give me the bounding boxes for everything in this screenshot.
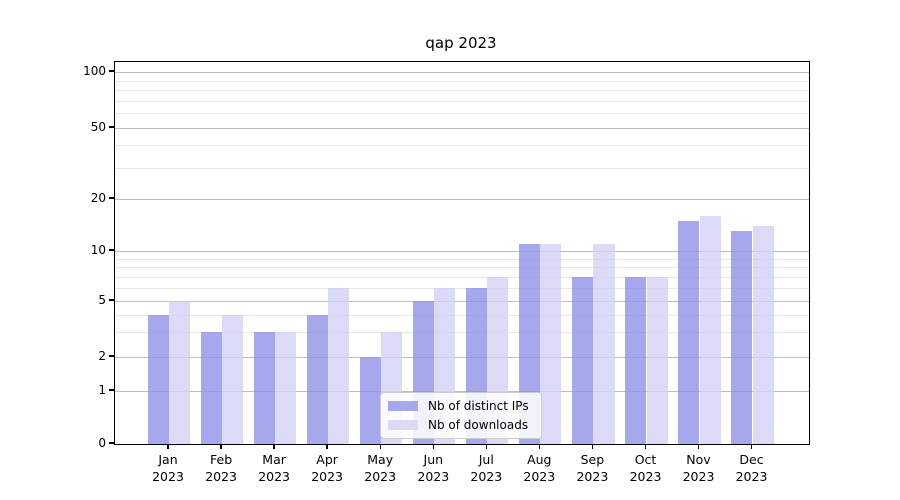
gridline-minor: [115, 332, 809, 334]
bar-distinct-ips-apr: [306, 314, 329, 444]
x-tick-label: Jul 2023: [470, 452, 503, 484]
gridline-minor: [115, 80, 809, 82]
legend-label-downloads: Nb of downloads: [428, 418, 529, 432]
gridline-major: [115, 391, 809, 392]
bar-downloads-nov: [699, 215, 721, 444]
x-tick-label: May 2023: [364, 452, 397, 484]
bar-downloads-feb: [222, 314, 244, 444]
y-tick-mark: [109, 299, 114, 301]
gridline-major: [115, 199, 809, 200]
x-tick-mark: [750, 444, 753, 450]
gridline-minor: [115, 287, 809, 289]
legend-swatch-distinct-ips: [388, 401, 418, 411]
gridline-major: [115, 128, 809, 129]
x-tick-mark: [379, 444, 381, 450]
bar-downloads-jan: [169, 301, 191, 444]
bar-downloads-sep: [593, 243, 615, 444]
y-tick-label: 1: [98, 383, 106, 397]
x-tick-mark: [273, 444, 275, 450]
x-tick-label: Mar 2023: [258, 452, 290, 484]
x-tick-label: Jan 2023: [152, 452, 184, 484]
plot-area: [114, 61, 810, 445]
gridline-major: [115, 301, 809, 302]
legend-label-distinct-ips: Nb of distinct IPs: [428, 399, 529, 413]
bar-distinct-ips-mar: [253, 332, 276, 444]
gridline-minor: [115, 100, 809, 102]
y-tick-label: 2: [98, 349, 106, 363]
gridline-minor: [115, 167, 809, 169]
x-tick-mark: [538, 444, 540, 450]
x-tick-mark: [644, 444, 647, 450]
legend-swatch-downloads: [388, 420, 418, 430]
bar-distinct-ips-may: [360, 357, 382, 444]
x-tick-label: Apr 2023: [311, 452, 343, 484]
gridline-minor: [115, 267, 809, 269]
bar-downloads-oct: [646, 276, 668, 444]
bar-downloads-mar: [275, 332, 297, 444]
bar-distinct-ips-jan: [147, 314, 169, 444]
y-tick-label: 50: [90, 120, 106, 134]
gridline-major: [115, 72, 809, 73]
bar-distinct-ips-oct: [625, 276, 647, 444]
bar-distinct-ips-nov: [678, 220, 700, 444]
y-tick-mark: [109, 70, 114, 72]
bar-downloads-dec: [752, 225, 774, 444]
x-tick-mark: [220, 444, 222, 450]
bar-downloads-apr: [328, 287, 350, 444]
y-tick-label: 5: [98, 293, 106, 307]
y-tick-mark: [109, 249, 114, 251]
x-tick-label: Feb 2023: [205, 452, 237, 484]
gridline-major: [115, 357, 809, 358]
x-tick-label: Aug 2023: [523, 452, 556, 484]
x-tick-mark: [326, 444, 328, 450]
gridline-minor: [115, 145, 809, 147]
gridline-major: [115, 251, 809, 252]
y-tick-mark: [109, 355, 114, 357]
gridline-minor: [115, 276, 809, 278]
x-tick-mark: [432, 444, 434, 450]
y-tick-mark: [109, 126, 114, 128]
x-tick-mark: [485, 444, 487, 450]
legend: Nb of distinct IPs Nb of downloads: [380, 392, 542, 439]
x-tick-label: Dec 2023: [735, 452, 768, 484]
gridline-minor: [115, 314, 809, 316]
x-tick-mark: [167, 444, 169, 450]
bar-distinct-ips-dec: [731, 231, 753, 444]
legend-item-distinct-ips: Nb of distinct IPs: [388, 399, 529, 413]
y-tick-label: 20: [90, 191, 106, 205]
bar-distinct-ips-feb: [200, 332, 222, 444]
legend-item-downloads: Nb of downloads: [388, 418, 529, 432]
gridline-minor: [115, 258, 809, 260]
y-tick-mark: [109, 197, 114, 199]
x-tick-label: Nov 2023: [682, 452, 715, 484]
y-tick-mark: [109, 389, 114, 391]
bar-downloads-aug: [540, 243, 562, 444]
x-tick-label: Sep 2023: [576, 452, 609, 484]
chart-title: qap 2023: [425, 34, 497, 52]
x-tick-mark: [591, 444, 594, 450]
y-tick-label: 100: [83, 64, 106, 78]
y-tick-label: 0: [98, 436, 106, 450]
gridline-minor: [115, 90, 809, 91]
x-tick-label: Oct 2023: [629, 452, 662, 484]
x-tick-mark: [697, 444, 700, 450]
x-tick-label: Jun 2023: [417, 452, 450, 484]
gridline-minor: [115, 113, 809, 115]
bar-distinct-ips-sep: [572, 276, 594, 444]
y-tick-mark: [109, 442, 114, 444]
y-tick-label: 10: [90, 243, 106, 257]
